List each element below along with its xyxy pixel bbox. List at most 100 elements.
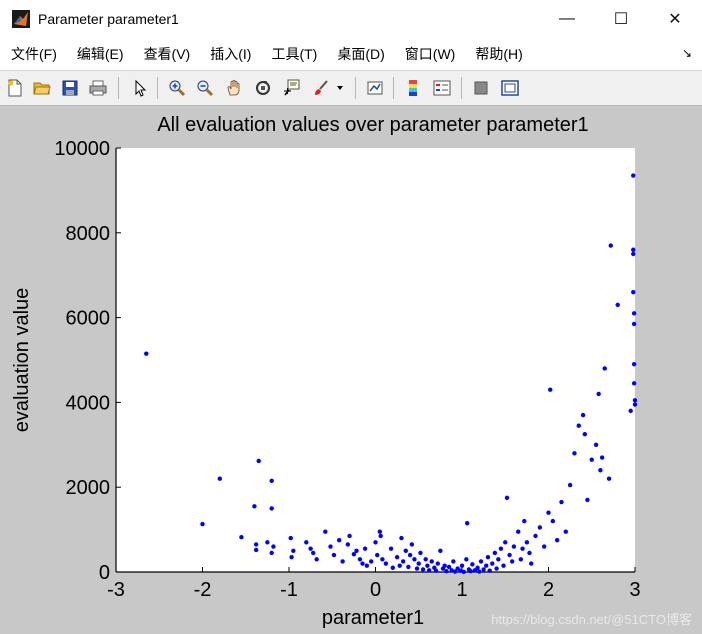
menu-window[interactable]: 窗口(W): [404, 46, 456, 62]
data-cursor-icon[interactable]: [281, 77, 303, 99]
menu-view[interactable]: 查看(V): [143, 46, 191, 62]
data-point: [252, 504, 257, 509]
data-point: [420, 567, 426, 572]
data-point: [507, 552, 512, 558]
data-point: [414, 566, 420, 571]
data-point: [256, 458, 261, 464]
data-point: [323, 529, 328, 534]
data-point: [615, 302, 620, 308]
data-point: [336, 538, 342, 543]
menu-tools[interactable]: 工具(T): [271, 46, 318, 62]
select-arrow-icon[interactable]: [129, 77, 151, 99]
data-point: [504, 495, 510, 500]
data-point: [632, 398, 638, 403]
print-icon[interactable]: [87, 77, 109, 99]
window-title: Parameter parameter1: [38, 11, 179, 27]
data-point: [442, 563, 447, 568]
data-point: [423, 557, 428, 562]
rotate-3d-icon[interactable]: [252, 77, 274, 99]
data-point: [516, 529, 521, 534]
menu-file[interactable]: 文件(F): [11, 46, 57, 62]
watermark: https://blog.csdn.net/@51CTO博客: [491, 612, 692, 627]
data-point: [368, 559, 374, 564]
brush-icon[interactable]: [310, 77, 332, 99]
new-file-icon[interactable]: [4, 77, 26, 99]
data-point: [253, 542, 259, 547]
data-point: [328, 544, 333, 549]
brush-dropdown-icon[interactable]: [334, 77, 346, 99]
x-tick-label: -1: [280, 579, 298, 601]
data-point: [416, 561, 421, 566]
y-tick-label: 8000: [66, 223, 111, 245]
x-tick-label: 2: [543, 579, 554, 601]
data-point: [412, 557, 417, 562]
data-point: [484, 563, 489, 568]
zoom-in-icon[interactable]: [166, 77, 188, 99]
data-point: [311, 550, 316, 556]
data-point: [631, 251, 636, 257]
data-point: [239, 535, 244, 540]
menu-help[interactable]: 帮助(H): [475, 46, 523, 62]
data-point: [631, 321, 637, 327]
toolbar-separator: [393, 77, 394, 99]
menu-insert[interactable]: 插入(I): [210, 46, 252, 62]
close-button[interactable]: ✕: [668, 11, 682, 28]
zoom-out-icon[interactable]: [194, 77, 216, 99]
menu-desktop[interactable]: 桌面(D): [337, 46, 385, 62]
data-point: [541, 544, 547, 549]
data-point: [599, 455, 605, 460]
data-point: [464, 521, 470, 526]
data-point: [487, 568, 492, 573]
open-folder-icon[interactable]: [31, 77, 53, 99]
data-point: [593, 442, 599, 447]
title-bar: Parameter parameter1 — ☐ ✕: [0, 0, 702, 38]
y-tick-label: 6000: [66, 308, 111, 330]
data-point: [354, 548, 359, 553]
data-point: [435, 561, 440, 566]
data-point: [265, 540, 270, 545]
y-axis-label: evaluation value: [11, 288, 33, 433]
data-point: [345, 542, 351, 547]
data-point: [418, 550, 423, 556]
data-point: [494, 566, 499, 571]
data-point: [407, 552, 413, 558]
data-point: [426, 568, 432, 573]
menu-edit[interactable]: 编辑(E): [76, 46, 124, 62]
y-tick-label: 10000: [54, 138, 110, 160]
show-plot-tools-icon[interactable]: [499, 77, 521, 99]
x-tick-label: -2: [194, 579, 212, 601]
x-tick-label: 0: [370, 579, 381, 601]
data-point: [631, 381, 637, 386]
data-point: [288, 535, 293, 541]
data-point: [537, 525, 543, 530]
data-point: [527, 550, 532, 556]
data-point: [380, 557, 385, 562]
minimize-button[interactable]: —: [559, 10, 575, 27]
data-point: [433, 568, 439, 573]
data-point: [425, 563, 430, 568]
y-tick-label: 2000: [66, 477, 111, 499]
data-point: [524, 540, 530, 545]
toolbar-separator: [157, 77, 158, 99]
data-point: [269, 478, 274, 484]
legend-icon[interactable]: [431, 77, 453, 99]
data-point: [477, 569, 482, 574]
data-point: [438, 548, 443, 553]
pan-hand-icon[interactable]: [223, 77, 245, 99]
hide-plot-tools-icon[interactable]: [470, 77, 492, 99]
colorbar-icon[interactable]: [402, 77, 424, 99]
data-point: [308, 546, 313, 551]
menu-overflow-icon[interactable]: ↘: [681, 46, 692, 60]
data-point: [632, 402, 638, 407]
toolbar-separator: [118, 77, 119, 99]
data-point: [394, 554, 400, 560]
plot-area[interactable]: [116, 148, 635, 572]
link-plot-icon[interactable]: [364, 77, 386, 99]
maximize-button[interactable]: ☐: [613, 11, 629, 28]
data-point: [490, 561, 495, 566]
data-point: [468, 568, 473, 574]
data-point: [429, 559, 434, 564]
data-point: [631, 289, 636, 295]
data-point: [144, 351, 149, 356]
save-icon[interactable]: [59, 77, 81, 99]
